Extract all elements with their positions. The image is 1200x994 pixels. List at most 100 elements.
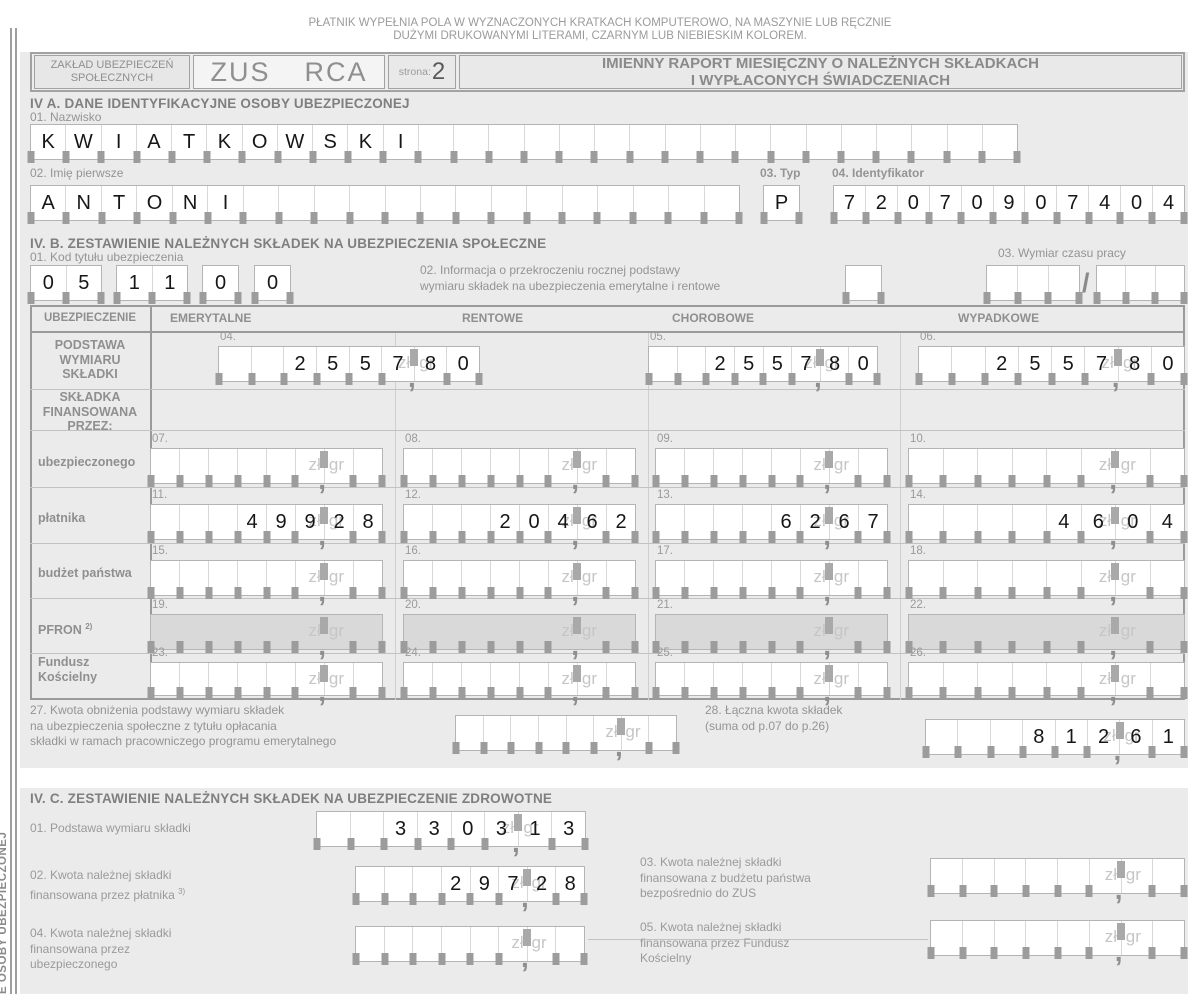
comb-cell bbox=[684, 505, 713, 539]
zl-unit-label: zł bbox=[804, 353, 817, 372]
left-margin-rule-inner bbox=[15, 28, 17, 994]
field-23[interactable]: zł, gr 23. bbox=[147, 647, 386, 706]
decimal-separator-bar bbox=[320, 507, 329, 524]
field-28-total-contributions[interactable]: 8 1 2 6 1 zł, gr bbox=[922, 719, 1188, 765]
tick-mark bbox=[429, 641, 437, 653]
comb-cell bbox=[295, 615, 324, 649]
comb-cell bbox=[594, 125, 629, 159]
comb-cell bbox=[1149, 663, 1185, 695]
field-26[interactable]: zł, gr 26. bbox=[905, 647, 1188, 706]
comb-cell bbox=[208, 615, 237, 649]
tick-mark bbox=[652, 531, 660, 543]
field-17[interactable]: zł, gr 17. bbox=[652, 545, 891, 606]
tick-mark bbox=[466, 953, 474, 965]
tick-mark bbox=[631, 587, 639, 599]
field-c04-insured-health[interactable]: zł, gr bbox=[352, 926, 588, 972]
tick-mark bbox=[580, 953, 588, 965]
comb-cell bbox=[412, 867, 441, 901]
field-21[interactable]: zł, gr 21. bbox=[652, 599, 891, 660]
tick-mark bbox=[443, 373, 450, 385]
table-header-rule bbox=[30, 331, 1185, 333]
field-c01-health-basis[interactable]: 3 3 0 3 1 3 zł, gr bbox=[313, 811, 589, 857]
field-04-basis-emerytalne[interactable]: 2 5 5 7 8 0 zł, gr 04. bbox=[215, 331, 483, 392]
comb-cell: 4 bbox=[1152, 186, 1184, 220]
decimal-separator-bar bbox=[320, 563, 329, 580]
page-label: strona: bbox=[398, 66, 431, 78]
insurance-title-code-part3[interactable]: 0 bbox=[199, 265, 242, 304]
comb-cell bbox=[1152, 859, 1184, 893]
field-24[interactable]: zł, gr 24. bbox=[400, 647, 639, 706]
tick-mark bbox=[1022, 947, 1030, 959]
field-number-label: 16. bbox=[405, 545, 421, 557]
tick-mark bbox=[768, 475, 775, 487]
decimal-separator-bar bbox=[1116, 923, 1125, 940]
insurance-title-code-part4[interactable]: 0 bbox=[251, 265, 294, 304]
comb-cell bbox=[684, 663, 713, 695]
comb-cell bbox=[770, 125, 805, 159]
tick-mark bbox=[352, 953, 360, 965]
tick-mark bbox=[731, 151, 739, 163]
field-11[interactable]: 4 9 9 2 8 zł, gr 11. bbox=[147, 489, 386, 550]
comb-cell: 0 bbox=[848, 347, 877, 381]
tick-mark bbox=[215, 373, 223, 385]
field-c05-church-fund-health[interactable]: zł, gr bbox=[927, 920, 1188, 966]
comb-cell bbox=[629, 125, 664, 159]
comb-cell: 0 bbox=[214, 271, 227, 294]
field-number-label: 21. bbox=[657, 599, 673, 611]
work-time-numerator-field[interactable] bbox=[983, 265, 1083, 304]
comb-cell bbox=[179, 505, 208, 539]
gr-unit-label: gr bbox=[531, 933, 547, 952]
tick-mark bbox=[458, 531, 466, 543]
comb-cell bbox=[771, 449, 800, 483]
field-c03-state-budget-health[interactable]: zł, gr bbox=[927, 858, 1188, 904]
field-27-reduction-amount[interactable]: zł, gr bbox=[452, 715, 680, 761]
field-15[interactable]: zł, gr 15. bbox=[147, 545, 386, 606]
tick-mark bbox=[313, 838, 321, 850]
field-16[interactable]: zł, gr 16. bbox=[400, 545, 639, 606]
work-time-denominator-field[interactable] bbox=[1093, 265, 1188, 304]
field-12[interactable]: 2 0 4 6 2 zł, gr 12. bbox=[400, 489, 639, 550]
tick-mark bbox=[1051, 746, 1059, 758]
zl-unit-label: zł bbox=[1101, 353, 1114, 372]
field-09[interactable]: zł, gr 09. bbox=[652, 433, 891, 494]
comb-cell bbox=[208, 663, 237, 695]
field-18[interactable]: zł, gr 18. bbox=[905, 545, 1188, 606]
field-06-basis-wypadkowe[interactable]: 2 5 5 7 8 0 zł, gr 06. bbox=[915, 331, 1188, 392]
comb-cell bbox=[909, 449, 943, 483]
tick-mark bbox=[645, 742, 652, 754]
tick-mark bbox=[987, 746, 994, 758]
field-25[interactable]: zł, gr 25. bbox=[652, 647, 891, 706]
field-05-basis-chorobowe[interactable]: 2 5 5 7 8 0 zł, gr 05. bbox=[645, 331, 881, 392]
gr-unit-label: gr bbox=[1124, 726, 1140, 745]
comb-cell bbox=[977, 505, 1012, 539]
field-c02-payer-health-contribution[interactable]: 2 9 7 2 8 zł, gr bbox=[352, 866, 588, 912]
field-20[interactable]: zł, gr 20. bbox=[400, 599, 639, 660]
comb-cell bbox=[356, 927, 384, 961]
field-22[interactable]: zł, gr 22. bbox=[905, 599, 1188, 660]
field-07[interactable]: zł, gr 07. bbox=[147, 433, 386, 494]
decimal-separator-bar bbox=[320, 617, 329, 634]
zl-unit-label: zł bbox=[813, 455, 826, 474]
tick-mark bbox=[378, 687, 386, 699]
tick-mark bbox=[796, 641, 804, 653]
gr-unit-label: gr bbox=[833, 567, 849, 586]
field-19[interactable]: zł, gr 19. bbox=[147, 599, 386, 660]
comb-cell bbox=[909, 615, 943, 649]
id-type-box[interactable]: P bbox=[760, 185, 803, 224]
form-type-label: RCA bbox=[304, 56, 368, 87]
field-08[interactable]: zł, gr 08. bbox=[400, 433, 639, 494]
tick-mark bbox=[429, 475, 437, 487]
tick-mark bbox=[1008, 587, 1016, 599]
tick-mark bbox=[645, 373, 653, 385]
annual-basis-exceeded-box[interactable] bbox=[842, 265, 885, 304]
tick-mark bbox=[280, 373, 288, 385]
field-10[interactable]: zł, gr 10. bbox=[905, 433, 1188, 494]
field-14[interactable]: 4 6 0 4 zł, gr 14. bbox=[905, 489, 1188, 550]
field-13[interactable]: 6 2 6 7 zł, gr 13. bbox=[652, 489, 891, 550]
tick-mark bbox=[263, 587, 270, 599]
